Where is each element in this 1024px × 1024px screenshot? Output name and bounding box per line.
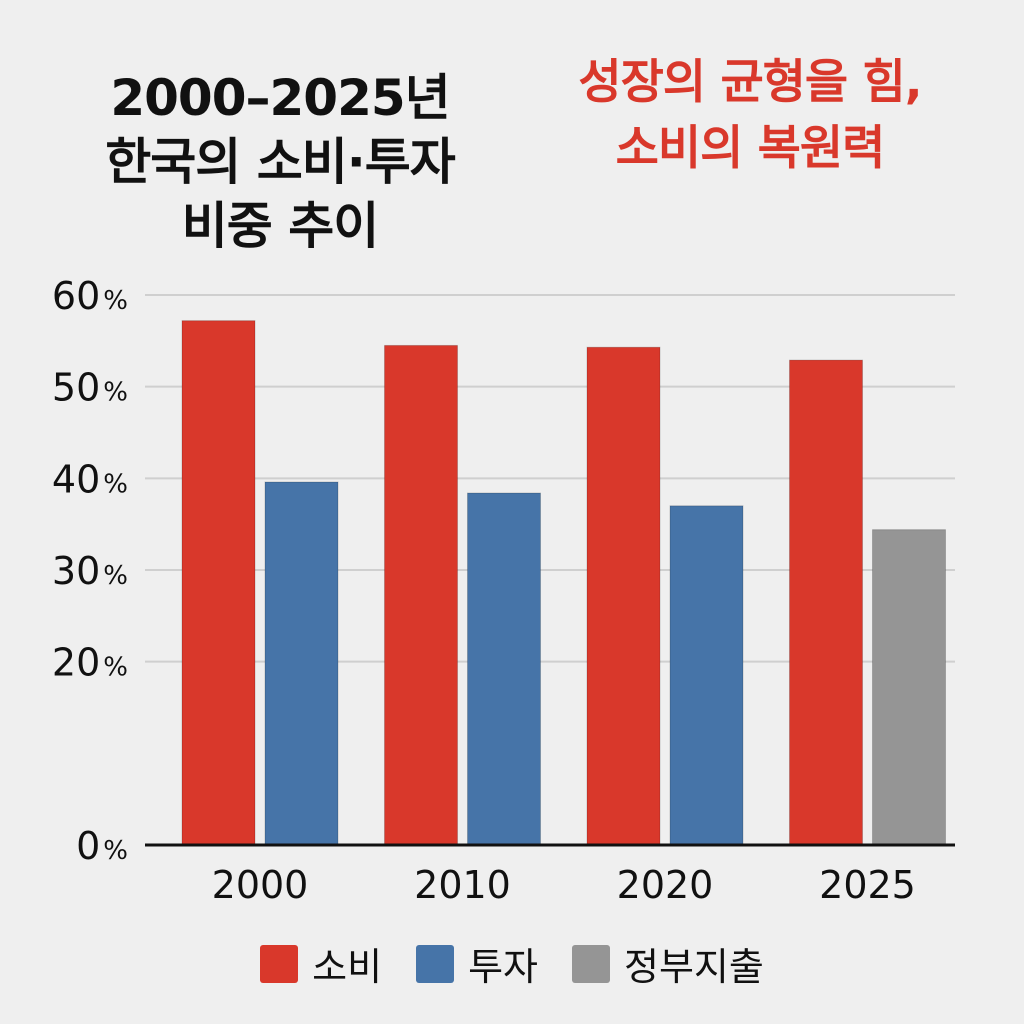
- bar-투자-2010: [467, 492, 541, 846]
- chart-title-line: 한국의 소비·투자: [105, 133, 455, 191]
- x-category-label: 2010: [414, 863, 511, 907]
- legend-item: 투자: [416, 936, 538, 991]
- y-tick-number: 0: [76, 824, 100, 868]
- x-category-label: 2025: [819, 863, 916, 907]
- y-tick-label: 20%: [52, 641, 128, 685]
- chart-title: 2000–2025년 한국의 소비·투자 비중 추이: [60, 66, 500, 258]
- legend-label: 투자: [468, 945, 538, 989]
- legend-label: 소비: [312, 945, 383, 989]
- y-tick-number: 60: [52, 274, 100, 318]
- legend-swatch: [572, 944, 610, 983]
- bar-소비-2000: [181, 320, 256, 846]
- y-tick-number: 40: [52, 457, 100, 501]
- bar-투자-2000: [264, 481, 339, 846]
- legend-item: 정부지출: [572, 936, 764, 991]
- y-tick-unit: %: [103, 286, 128, 316]
- bar-소비-2025: [789, 359, 863, 846]
- x-category-label: 2020: [617, 863, 714, 907]
- legend-swatch: [416, 944, 455, 983]
- bar-소비-2020: [586, 346, 661, 846]
- y-tick-labels: 0 %20 %30 %40 %50 %60%: [52, 274, 128, 868]
- chart-subtitle-line: 소비의 복원력: [615, 121, 886, 176]
- x-category-labels: 2000 2010 2020 2025: [212, 863, 916, 907]
- y-tick-unit: %: [103, 653, 128, 683]
- x-category-label: 2000: [212, 863, 309, 907]
- chart-subtitle: 성장의 균형을 힘, 소비의 복원력: [520, 50, 980, 182]
- chart-title-line: 비중 추이: [181, 197, 379, 255]
- y-tick-unit: %: [103, 378, 128, 408]
- y-tick-number: 20: [52, 641, 100, 685]
- y-tick-label: 0%: [76, 824, 128, 868]
- bar-투자-2020: [669, 505, 744, 846]
- y-tick-label: 30%: [52, 549, 128, 593]
- legend-swatch: [260, 944, 299, 983]
- y-tick-unit: %: [103, 836, 128, 866]
- y-tick-unit: %: [103, 561, 128, 591]
- bars: [181, 320, 946, 846]
- y-tick-number: 50: [52, 366, 100, 410]
- y-tick-label: 50%: [52, 366, 128, 410]
- bar-소비-2010: [384, 344, 458, 846]
- chart-subtitle-line: 성장의 균형을 힘,: [578, 55, 922, 110]
- y-tick-label: 40%: [52, 457, 128, 501]
- chart-legend: 소비 투자 정부지출: [0, 936, 1024, 991]
- y-tick-number: 30: [52, 549, 100, 593]
- y-tick-label: 60%: [52, 274, 128, 318]
- bar-정부지출-2025: [872, 529, 946, 846]
- chart-title-line: 2000–2025년: [110, 69, 450, 127]
- y-tick-unit: %: [103, 469, 128, 499]
- legend-item: 소비: [260, 936, 382, 991]
- legend-label: 정부지출: [624, 945, 764, 989]
